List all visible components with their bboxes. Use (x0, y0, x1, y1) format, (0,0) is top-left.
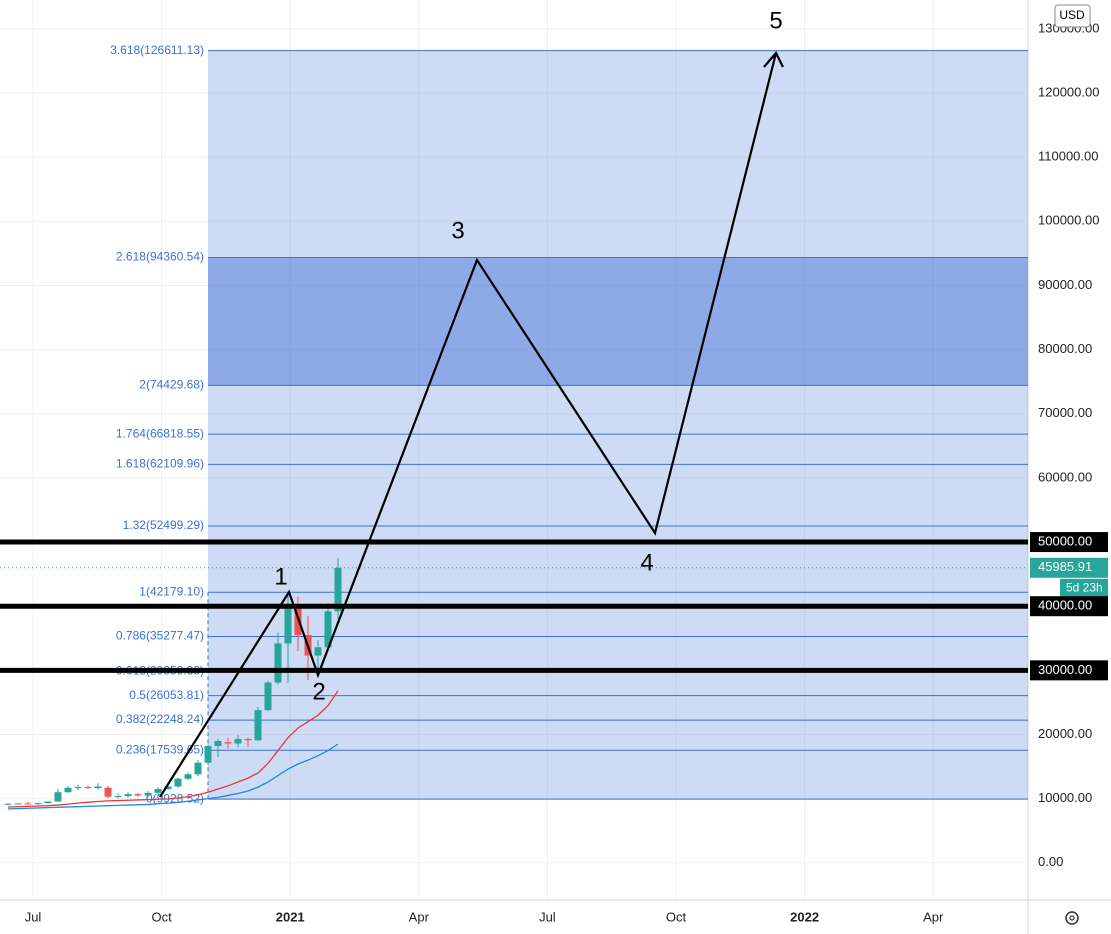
settings-icon[interactable] (1065, 911, 1079, 925)
candle-body (244, 738, 252, 741)
fib-label: 2.618(94360.54) (116, 250, 204, 264)
candle-body (164, 786, 172, 790)
y-tick-label: 80000.00 (1038, 341, 1092, 356)
candle-body (94, 786, 102, 789)
fib-zone (208, 257, 1028, 386)
candle-body (194, 762, 202, 775)
candle-body (154, 789, 162, 793)
candle-body (14, 803, 22, 805)
y-tick-label: 110000.00 (1038, 149, 1099, 164)
candle-body (284, 606, 292, 644)
candle-body (64, 787, 72, 793)
gear-hub[interactable] (1069, 915, 1075, 921)
fib-label: 3.618(126611.13) (110, 43, 204, 57)
y-tick-label: 60000.00 (1038, 469, 1092, 484)
candle-body (4, 803, 12, 805)
candle-body (84, 787, 92, 789)
candle-body (214, 740, 222, 747)
elliott-wave (159, 52, 778, 798)
currency-box (1054, 4, 1091, 28)
candles (4, 558, 342, 810)
wave-label: 3 (451, 217, 464, 244)
candle-body (74, 787, 82, 789)
candle-body (334, 567, 342, 612)
fib-label: 0.382(22248.24) (116, 712, 204, 726)
candle-body (224, 742, 232, 744)
level-label: 50000.00 (1038, 533, 1092, 548)
wave-label: 2 (312, 678, 325, 705)
moving-average (7, 743, 339, 810)
fib-label: 0.786(35277.47) (116, 629, 204, 643)
candle-body (234, 738, 242, 744)
candle-body (254, 710, 262, 741)
fib-area (208, 50, 1028, 800)
candle-body (204, 746, 212, 763)
y-tick-label: 0.00 (1038, 854, 1063, 869)
x-tick-label: 2021 (276, 909, 305, 924)
candle-body (114, 796, 122, 798)
wave-label: 5 (769, 7, 782, 34)
x-tick-label: Oct (151, 909, 172, 924)
wave-label: 4 (640, 549, 653, 576)
countdown: 5d 23h (1066, 580, 1103, 594)
candle-body (144, 792, 152, 796)
fib-label: 0.5(26053.81) (129, 688, 204, 702)
price-axis: 0.00 10000.00 20000.00 30000.00 40000.00 5000… (1030, 20, 1108, 869)
candle-body (104, 787, 112, 797)
fibonacci-extension: 3.618(126611.13) 2.618(94360.54) 2(74429.6… (110, 43, 1028, 805)
x-tick-label: Apr (409, 909, 430, 924)
candle-body (124, 794, 132, 797)
candle-body (44, 801, 52, 804)
fib-label: 2(74429.68) (139, 378, 204, 392)
level-label: 40000.00 (1038, 598, 1092, 613)
candle-body (174, 778, 182, 787)
wave-arrowhead (763, 51, 784, 68)
y-tick-label: 20000.00 (1038, 726, 1092, 741)
level-box (1030, 532, 1108, 553)
candle-body (274, 643, 282, 683)
y-tick-label: 90000.00 (1038, 277, 1092, 292)
y-tick-label: 10000.00 (1038, 790, 1092, 805)
last-price-label: 45985.91 (1038, 559, 1092, 574)
fib-label: 1.764(66818.55) (116, 426, 204, 440)
candle-body (134, 794, 142, 796)
countdown-box (1060, 578, 1108, 598)
x-tick-label: Jul (539, 909, 556, 924)
candle-body (184, 774, 192, 779)
moving-average (7, 690, 339, 808)
y-tick-label: 70000.00 (1038, 405, 1092, 420)
gear[interactable] (1065, 911, 1079, 925)
wave-label: 1 (274, 563, 287, 590)
overlays (0, 539, 1028, 673)
x-tick-label: 2022 (790, 909, 819, 924)
level-box (1030, 596, 1108, 617)
fib-label: 1.32(52499.29) (123, 518, 204, 532)
candle-body (24, 803, 32, 805)
level-box (1030, 660, 1108, 681)
fib-label: 1(42179.10) (139, 584, 204, 598)
candle-body (324, 611, 332, 648)
x-tick-label: Oct (666, 909, 687, 924)
currency: USD (1059, 8, 1085, 22)
candle-body (34, 803, 42, 805)
candle-body (314, 647, 322, 656)
y-tick-label: 120000.00 (1038, 84, 1099, 99)
x-tick-label: Apr (923, 909, 944, 924)
fib-label: 0.236(17539.65) (116, 742, 204, 756)
x-tick-label: Jul (25, 909, 42, 924)
y-tick-label: 100000.00 (1038, 213, 1099, 228)
fib-label: 1.618(62109.96) (116, 457, 204, 471)
last-price-box (1030, 557, 1108, 578)
level-label: 30000.00 (1038, 662, 1092, 677)
candle-body (264, 682, 272, 711)
candle-body (54, 792, 62, 802)
